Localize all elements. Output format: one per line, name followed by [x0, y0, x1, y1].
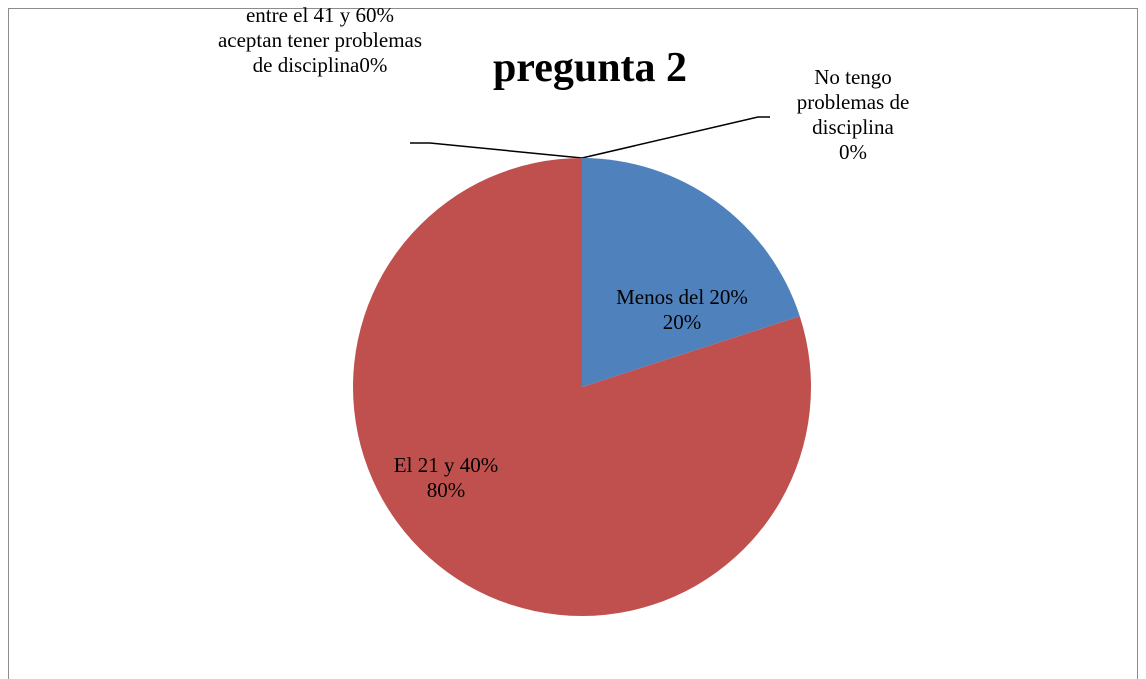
chart-title: pregunta 2 — [492, 45, 688, 91]
leader-line — [410, 142, 583, 159]
category-label: El 21 y 40% — [393, 453, 499, 477]
category-label: entre el 41 y 60% aceptan tener problema… — [217, 3, 423, 77]
category-label: No tengo problemas de disciplina — [796, 65, 910, 139]
data-label: El 21 y 40% 80% — [346, 453, 546, 503]
chart-frame — [8, 8, 1138, 679]
value-label: 80% — [426, 478, 466, 502]
leader-line — [581, 116, 770, 159]
value-label: 0% — [839, 140, 867, 164]
pie-slice — [353, 158, 811, 616]
data-label: entre el 41 y 60% aceptan tener problema… — [215, 3, 425, 78]
value-label: 20% — [662, 310, 702, 334]
category-label: Menos del 20% — [616, 285, 748, 309]
data-label: Menos del 20% 20% — [582, 285, 782, 335]
data-label: No tengo problemas de disciplina 0% — [778, 65, 928, 165]
pie-slice — [582, 158, 800, 387]
value-label: 0% — [359, 53, 388, 77]
